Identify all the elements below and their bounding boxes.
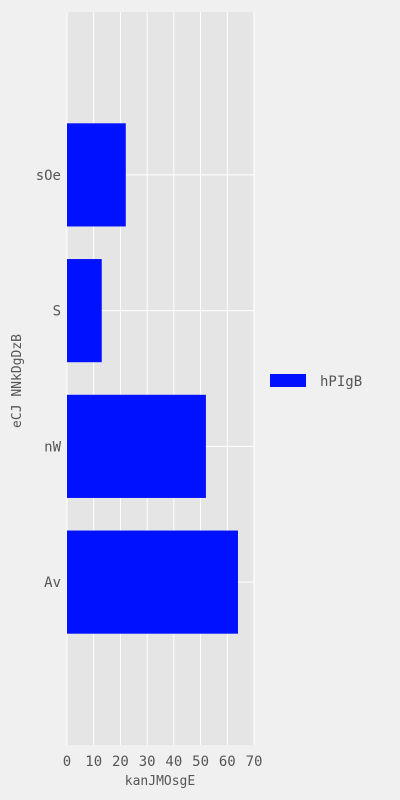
y-tick-label: S	[53, 304, 61, 320]
legend-label: hPIgB	[320, 374, 362, 390]
legend-swatch	[270, 374, 306, 387]
bar-sOe	[67, 123, 126, 226]
x-axis-title: kanJMOsgE	[125, 774, 195, 789]
plot-background	[67, 12, 254, 745]
y-tick-label: sOe	[36, 168, 61, 184]
y-tick-label: Av	[44, 575, 61, 591]
x-tick-label: 70	[246, 754, 263, 770]
bar-S	[67, 259, 102, 362]
x-axis-ticks: 0 10 20 30 40 50 60 70	[63, 754, 263, 770]
x-tick-label: 10	[85, 754, 102, 770]
bar-nW	[67, 395, 206, 498]
legend: hPIgB	[270, 374, 362, 390]
x-tick-label: 30	[139, 754, 156, 770]
x-tick-label: 40	[165, 754, 182, 770]
y-axis-title: eCJ NNkDgDzB	[10, 334, 25, 428]
x-tick-label: 20	[112, 754, 129, 770]
x-tick-label: 60	[219, 754, 236, 770]
bar-Av	[67, 531, 238, 634]
x-tick-label: 0	[63, 754, 71, 770]
y-tick-label: nW	[44, 439, 61, 455]
x-tick-label: 50	[192, 754, 209, 770]
